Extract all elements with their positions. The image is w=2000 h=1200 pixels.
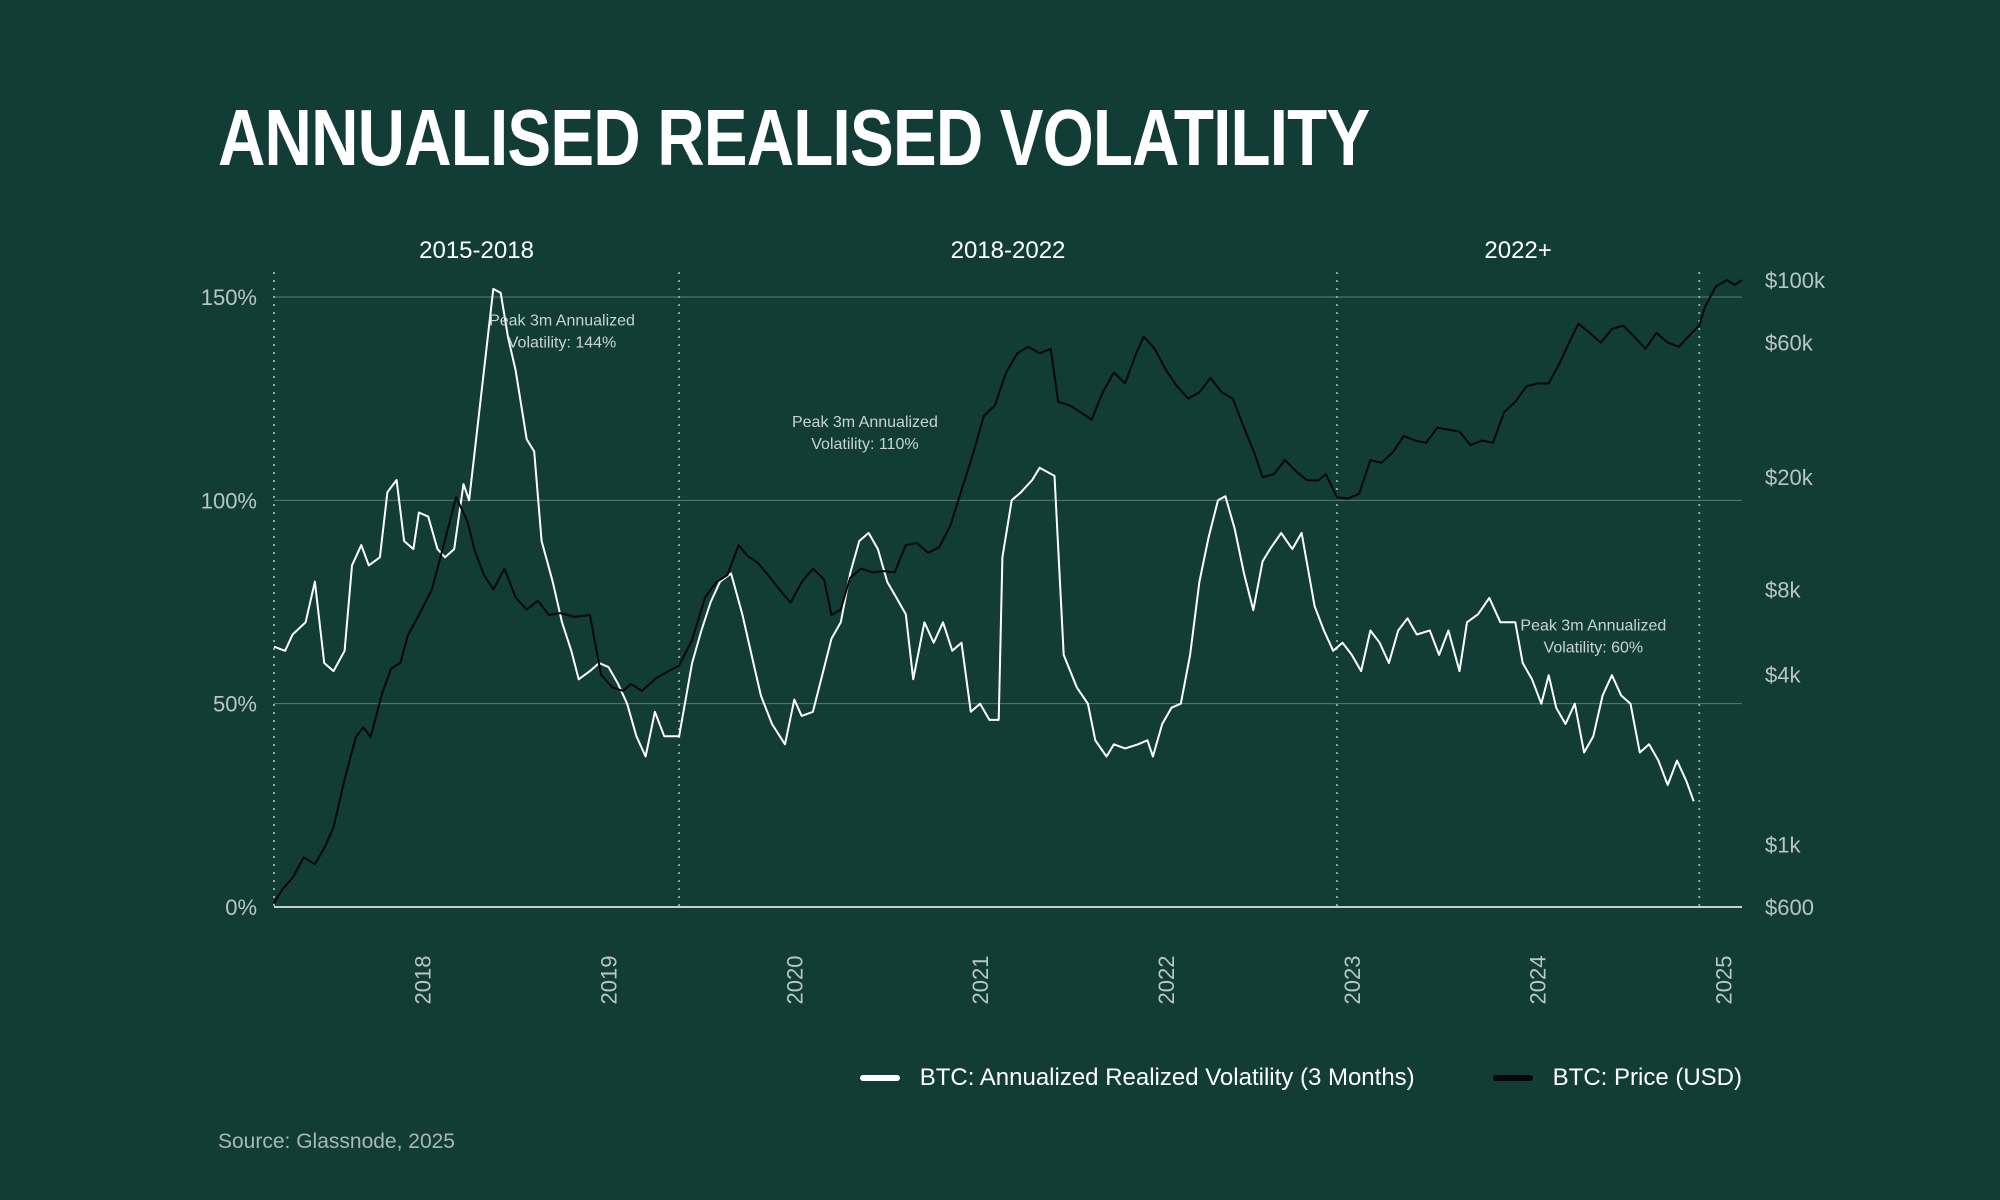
peak-annotation: Peak 3m Annualized: [1520, 617, 1666, 634]
legend: BTC: Annualized Realized Volatility (3 M…: [859, 1064, 1742, 1092]
period-label: 2015-2018: [419, 237, 534, 264]
legend-item-volatility[interactable]: BTC: Annualized Realized Volatility (3 M…: [859, 1064, 1415, 1092]
period-label: 2018-2022: [951, 237, 1066, 264]
legend-label-volatility: BTC: Annualized Realized Volatility (3 M…: [919, 1064, 1415, 1091]
x-tick-label: 2024: [1526, 956, 1551, 1005]
x-tick-label: 2021: [968, 956, 993, 1005]
x-tick-label: 2020: [782, 956, 807, 1005]
y-right-tick-label: $600: [1765, 895, 1814, 920]
price-line: [273, 279, 1743, 904]
legend-label-price: BTC: Price (USD): [1552, 1064, 1742, 1091]
y-right-tick-label: $60k: [1765, 331, 1814, 356]
legend-swatch-volatility: [859, 1075, 900, 1081]
y-right-tick-label: $20k: [1765, 465, 1814, 490]
x-tick-label: 2018: [411, 956, 436, 1005]
peak-annotation: Volatility: 144%: [508, 334, 617, 351]
peak-annotation: Volatility: 60%: [1544, 639, 1644, 656]
y-right-tick-label: $4k: [1765, 662, 1801, 687]
peak-annotation: Peak 3m Annualized: [489, 312, 635, 329]
y-left-tick-label: 50%: [213, 692, 257, 717]
y-left-tick-label: 0%: [225, 895, 257, 920]
series-layer: [273, 279, 1743, 904]
grid-layer: [274, 296, 1742, 908]
period-layer: 2015-2018 2018-2022 2022+: [273, 237, 1701, 907]
y-right-tick-label: $8k: [1765, 578, 1801, 603]
peak-annotation: Peak 3m Annualized: [792, 414, 938, 431]
x-tick-label: 2023: [1340, 956, 1365, 1005]
legend-item-price[interactable]: BTC: Price (USD): [1492, 1064, 1742, 1092]
x-tick-label: 2022: [1154, 956, 1179, 1005]
axis-layer: 0% 50% 100% 150% $600 $1k $4k $8k $20k $60k $100k 2…: [201, 268, 1826, 1004]
x-tick-label: 2025: [1711, 956, 1736, 1005]
y-left-tick-label: 150%: [201, 285, 257, 310]
x-tick-label: 2019: [596, 956, 621, 1005]
y-right-tick-label: $100k: [1765, 268, 1826, 293]
source-note: Source: Glassnode, 2025: [218, 1130, 455, 1153]
volatility-line: [273, 287, 1695, 802]
chart-title: ANNUALISED REALISED VOLATILITY: [218, 93, 1370, 182]
y-left-tick-label: 100%: [201, 488, 257, 513]
legend-swatch-price: [1492, 1075, 1533, 1081]
annot-layer: Peak 3m Annualized Volatility: 144% Peak 3…: [489, 312, 1666, 656]
peak-annotation: Volatility: 110%: [811, 436, 918, 453]
period-label: 2022+: [1484, 237, 1551, 264]
y-right-tick-label: $1k: [1765, 832, 1801, 857]
